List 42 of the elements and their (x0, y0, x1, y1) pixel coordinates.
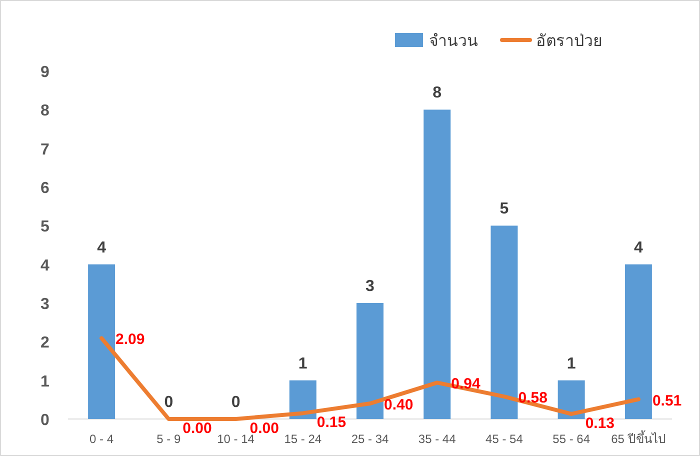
y-tick-label: 4 (40, 257, 50, 274)
y-tick-label: 5 (40, 218, 50, 236)
y-tick-label: 6 (40, 180, 50, 197)
legend-label: จำนวน (429, 33, 478, 50)
data-label: 5 (500, 200, 509, 218)
y-tick-label: 0 (40, 412, 50, 429)
data-label: 0 (231, 394, 240, 411)
data-label: 0 (164, 394, 174, 411)
legend-label: อัตราป่วย (536, 33, 602, 50)
data-label: 4 (97, 239, 106, 256)
data-label: 1 (566, 355, 576, 372)
y-tick-label: 9 (40, 64, 50, 81)
x-tick-label: 5 - 9 (156, 432, 181, 446)
y-tick-label: 3 (40, 296, 50, 313)
y-tick-label: 2 (40, 334, 50, 352)
data-label: 4 (634, 239, 643, 256)
bar (624, 264, 652, 419)
bar (356, 303, 384, 419)
data-label: 0.40 (384, 396, 414, 414)
data-label: 0.00 (182, 420, 212, 437)
y-tick-label: 8 (40, 102, 50, 120)
data-label: 3 (366, 278, 375, 295)
x-tick-label: 10 - 14 (217, 432, 255, 446)
x-tick-label: 65 ปีขึ้นไป (611, 430, 666, 446)
data-label: 0.13 (585, 414, 615, 432)
bar (490, 226, 518, 419)
data-label: 1 (298, 355, 308, 372)
x-tick-label: 35 - 44 (418, 432, 456, 446)
data-label: 0.51 (652, 392, 682, 410)
data-label: 8 (432, 84, 442, 102)
x-tick-label: 45 - 54 (486, 432, 524, 446)
x-tick-label: 0 - 4 (90, 432, 114, 446)
data-label: 0.58 (518, 390, 548, 407)
bar (88, 264, 116, 419)
data-label: 2.09 (116, 331, 145, 348)
y-tick-label: 7 (40, 141, 50, 158)
bar (424, 110, 451, 419)
x-tick-label: 55 - 64 (552, 432, 590, 446)
x-tick-label: 15 - 24 (284, 432, 322, 446)
data-label: 0.15 (316, 414, 346, 432)
x-tick-label: 25 - 34 (351, 432, 390, 446)
y-tick-label: 1 (40, 373, 50, 390)
